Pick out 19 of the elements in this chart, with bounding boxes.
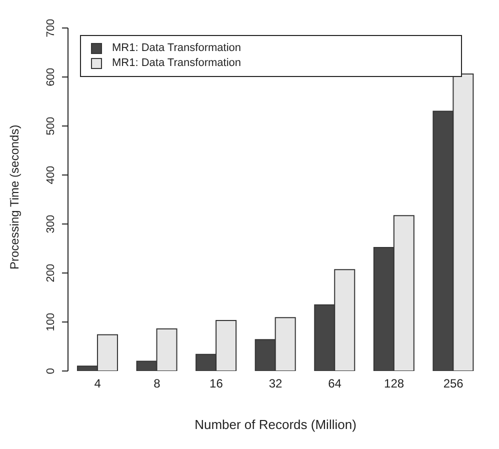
x-tick-label: 4 — [94, 376, 102, 391]
x-tick-label: 16 — [210, 376, 224, 391]
legend-label: MR1: Data Transformation — [112, 41, 241, 56]
y-tick-label: 700 — [45, 18, 57, 38]
y-tick-label: 500 — [45, 116, 57, 136]
x-tick-label: 8 — [154, 376, 161, 391]
y-tick-label: 200 — [45, 264, 57, 282]
x-tick-label: 32 — [268, 376, 282, 391]
x-tick-label: 64 — [328, 376, 342, 391]
x-axis-title: Number of Records (Million) — [194, 417, 356, 432]
legend-label: MR1: Data Transformation — [112, 56, 241, 71]
y-tick-label: 400 — [45, 166, 57, 184]
y-tick-label: 600 — [45, 68, 57, 86]
y-tick-label: 300 — [45, 214, 57, 234]
y-axis-title: Processing Time (seconds) — [7, 124, 22, 270]
y-tick-label: 100 — [45, 312, 57, 332]
x-tick-label: 256 — [443, 376, 464, 391]
y-tick-label: 0 — [45, 368, 57, 374]
x-tick-label: 128 — [384, 376, 404, 391]
